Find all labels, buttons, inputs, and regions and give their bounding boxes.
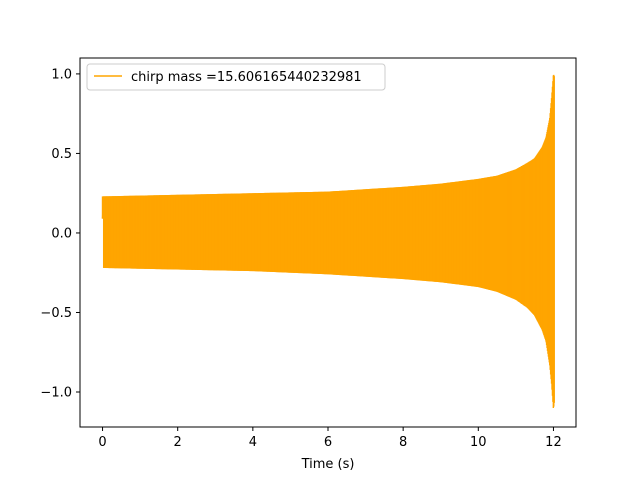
legend-entry-label: chirp mass =15.606165440232981	[131, 70, 362, 85]
y-axis: 1.0 0.5 0.0 −0.5 −1.0	[40, 67, 80, 401]
x-tick-label: 2	[174, 435, 182, 450]
x-tick-label: 12	[545, 435, 562, 450]
legend-box	[86, 63, 386, 91]
y-tick-label: 0.5	[51, 147, 72, 162]
y-tick-label: −0.5	[40, 306, 72, 321]
x-tick-label: 0	[98, 435, 106, 450]
y-tick-label: 1.0	[51, 67, 72, 82]
y-tick-label: −1.0	[40, 386, 72, 401]
x-tick-label: 4	[249, 435, 257, 450]
plot-area	[101, 74, 555, 408]
y-tick-label: 0.0	[51, 226, 72, 241]
x-axis: 0 2 4 6 8 10 12	[98, 427, 562, 450]
legend: chirp mass =15.606165440232981	[86, 63, 386, 91]
series-chirp-waveform-lines	[101, 74, 555, 408]
x-tick-label: 8	[399, 435, 407, 450]
x-tick-label: 10	[470, 435, 487, 450]
x-axis-label: Time (s)	[301, 457, 355, 472]
x-tick-label: 6	[324, 435, 332, 450]
